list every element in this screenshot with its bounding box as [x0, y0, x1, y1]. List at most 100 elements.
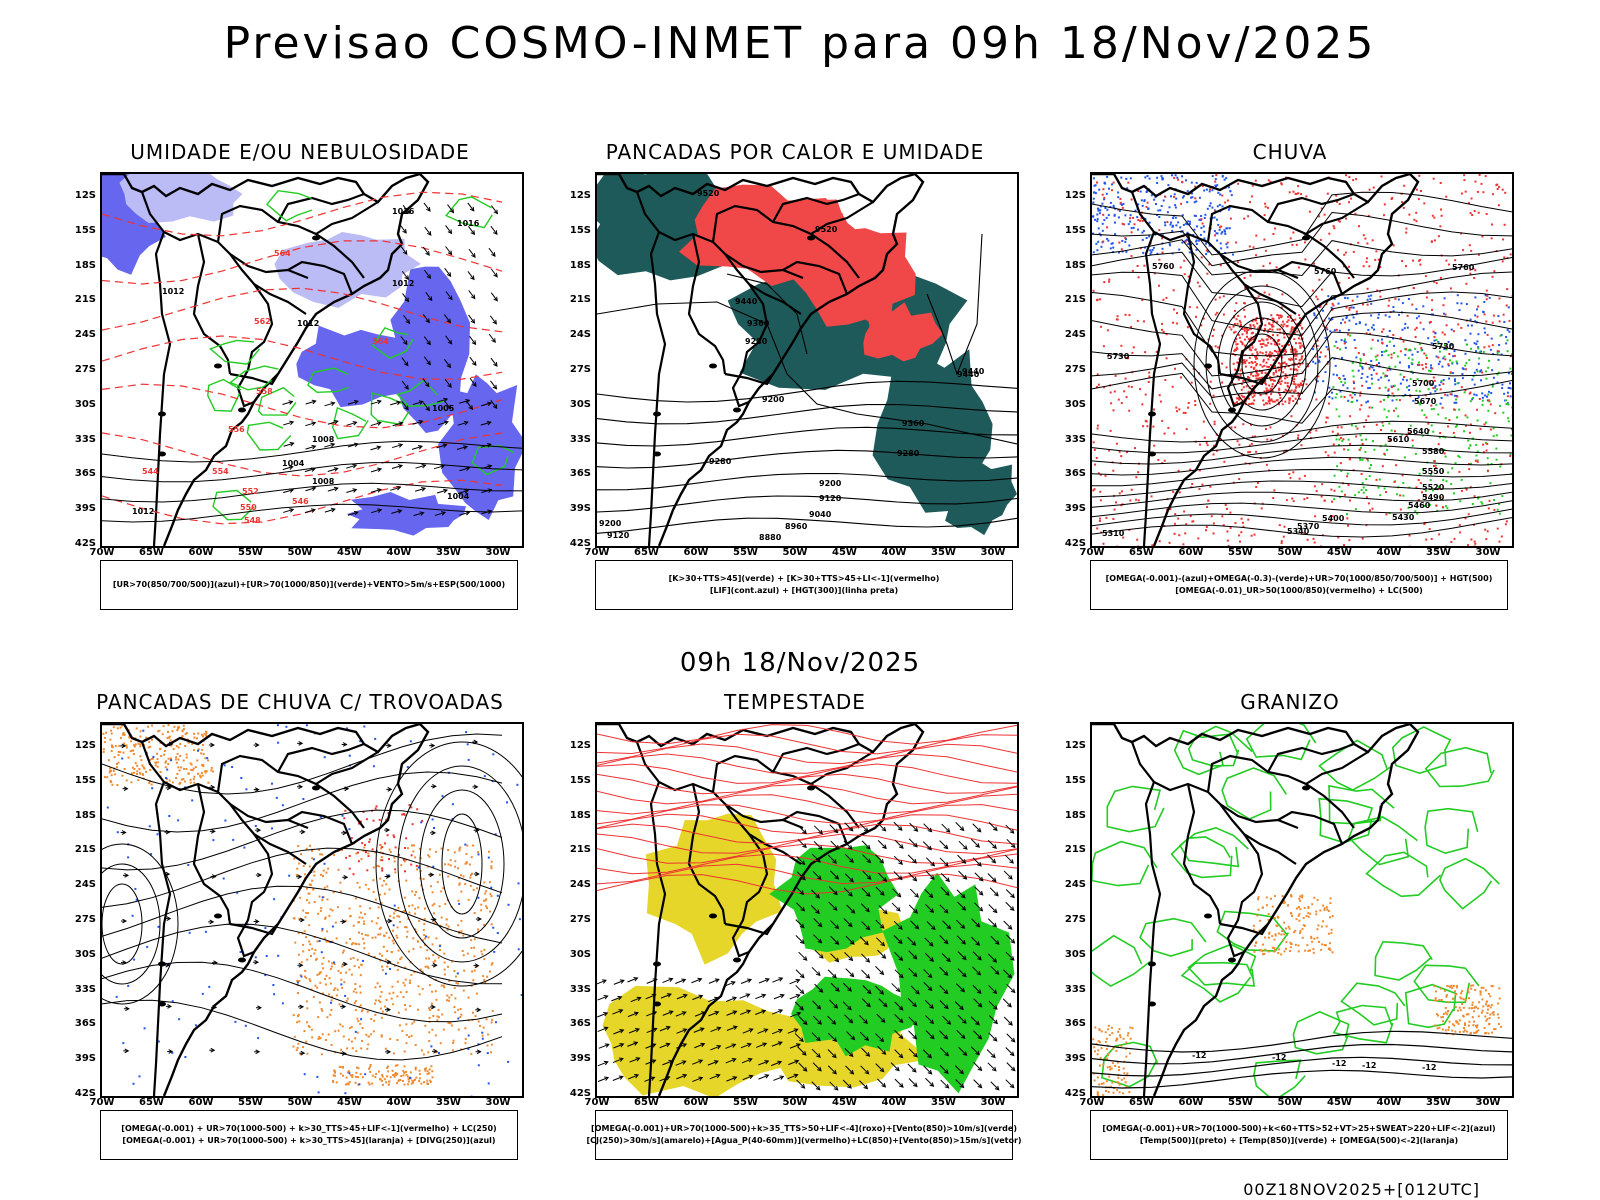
wind850-vector [925, 903, 934, 913]
thunder-orange-speck [404, 1008, 407, 1011]
thunder-orange-speck [396, 1073, 399, 1075]
wind-arrow [414, 487, 426, 492]
thunder-orange-speck [418, 993, 421, 996]
wind850-vector [675, 979, 686, 984]
wind-arrow [459, 511, 470, 516]
omega-red-speck [1104, 474, 1107, 477]
omega-red-speck [1109, 391, 1112, 394]
omega-blue-speck [1483, 301, 1486, 303]
wind-arrow-head [446, 363, 452, 369]
thunder-orange-speck [460, 890, 463, 893]
wind-arrow [370, 422, 381, 427]
thunder-orange-speck [440, 847, 443, 850]
omega-red-speck [1379, 400, 1382, 403]
omega-green-speck [1507, 420, 1510, 423]
thunder-red-speck [405, 837, 408, 840]
thunder-orange-speck [350, 973, 353, 976]
thunder-orange-speck [472, 888, 475, 891]
wind850-vector-head [834, 940, 840, 945]
thunder-orange-speck [178, 782, 181, 785]
lat-tick-label: 36S [1064, 468, 1086, 480]
omega-red-speck [1235, 369, 1238, 372]
wind-arrow [400, 245, 408, 255]
thunder-orange-speck [328, 993, 331, 996]
thunder-orange-speck [136, 770, 139, 773]
lake-marker [158, 411, 166, 417]
wind850-vector [810, 889, 820, 899]
omega-blue-speck [1216, 184, 1219, 187]
wind-arrow-head [352, 488, 358, 493]
thunder-orange-speck [397, 906, 400, 909]
omega-red-speck [1108, 449, 1111, 452]
omega-red-speck [1256, 351, 1259, 354]
hgt-label: 5460 [1408, 501, 1431, 510]
omega-blue-speck [1488, 296, 1491, 299]
thunder-orange-speck [324, 917, 326, 920]
omega-blue-speck [1178, 248, 1181, 251]
wind-arrow-head [376, 445, 382, 451]
omega-red-speck [1119, 197, 1122, 200]
omega-red-speck [1482, 443, 1485, 446]
omega-blue-speck [1328, 396, 1331, 398]
thunder-orange-speck [447, 849, 450, 851]
rh-green-contour [471, 445, 515, 476]
omega-red-speck [1287, 344, 1290, 346]
omega-red-speck [1132, 346, 1135, 349]
wind850-vector [908, 872, 917, 882]
thunder-orange-speck [357, 921, 360, 924]
omega-red-speck [1488, 345, 1491, 348]
divergence-blue-speck [275, 796, 278, 799]
omega-red-speck [1427, 422, 1430, 425]
thunder-orange-speck [374, 851, 377, 854]
thunder-red-speck [368, 838, 371, 841]
omega-red-speck [1442, 382, 1445, 385]
omega-blue-speck [1219, 193, 1222, 196]
omega-red-speck [1121, 206, 1124, 209]
omega-blue-speck [1491, 369, 1494, 372]
thunder-orange-speck [344, 919, 347, 922]
wind850-vector [909, 822, 918, 832]
thunder-orange-speck [462, 875, 465, 878]
hgt500-contour [1092, 500, 1512, 518]
wind850-vector-head [946, 924, 952, 930]
thunder-orange-speck [297, 1013, 300, 1016]
omega-green-speck [1374, 355, 1377, 358]
omega-red-speck [1247, 375, 1249, 378]
thunder-orange-speck [302, 950, 305, 953]
omega-blue-speck [1313, 312, 1316, 315]
omega-blue-speck [1480, 369, 1483, 372]
wind850-vector-head [866, 858, 872, 864]
thunder-orange-speck [363, 920, 366, 923]
instability-teal-field [934, 454, 1017, 536]
thunder-orange-speck [103, 741, 106, 744]
divergence-blue-speck [288, 874, 291, 877]
omega-blue-speck [1484, 294, 1487, 297]
omega-green-speck [1440, 379, 1443, 382]
wind850-vector-head [799, 923, 805, 929]
omega-blue-speck [1458, 309, 1461, 312]
thunder-red-speck [381, 869, 384, 872]
wind850-vector-head [960, 893, 966, 899]
divergence-blue-speck [487, 856, 490, 859]
thunder-orange-speck [163, 750, 166, 752]
omega-red-speck [1262, 339, 1265, 342]
thunder-orange-speck [176, 752, 179, 755]
wind850-vector [878, 998, 888, 1007]
hgt-label: 5340 [1287, 527, 1310, 536]
omega-red-speck [1449, 371, 1452, 374]
streamline-arrow-head [431, 1004, 436, 1010]
thunder-orange-speck [102, 750, 105, 753]
omega-blue-speck [1338, 329, 1341, 332]
omega-red-speck [1485, 449, 1488, 452]
omega-red-speck [1445, 195, 1448, 198]
omega-green-speck [1383, 399, 1385, 401]
state-border [731, 833, 769, 958]
thunder-orange-speck [392, 929, 394, 932]
omega-green-speck [1481, 399, 1484, 402]
omega-red-speck [1213, 444, 1216, 447]
wind-arrow-head [447, 383, 452, 389]
thunder-orange-speck [411, 1022, 414, 1025]
hgt500-contour [1092, 517, 1512, 538]
omega-red-speck [1257, 373, 1260, 376]
streamline-arrow-head [429, 872, 435, 878]
